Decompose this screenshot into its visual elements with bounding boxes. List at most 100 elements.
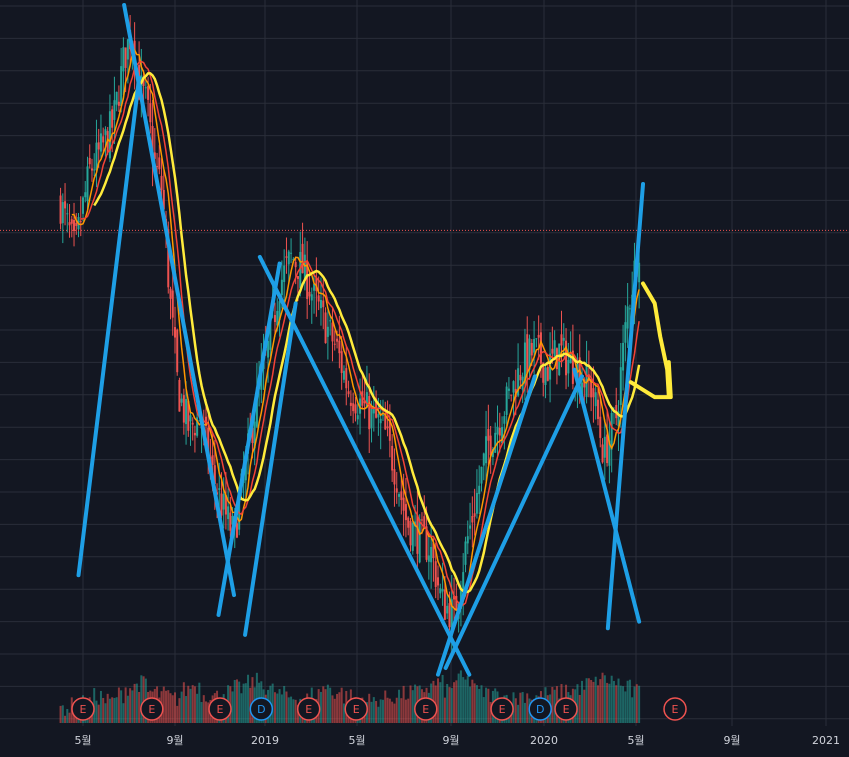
volume-bar <box>178 698 181 723</box>
candle-body <box>542 362 545 383</box>
volume-bar <box>193 686 196 723</box>
candle-body <box>187 400 190 431</box>
candle-body <box>222 494 225 510</box>
candle-body <box>423 516 426 529</box>
volume-bar <box>464 679 467 723</box>
volume-bar <box>296 704 299 723</box>
volume-bar <box>471 679 474 723</box>
x-tick-label: 9월 <box>723 734 740 747</box>
volume-bar <box>124 687 127 723</box>
volume-bar <box>165 690 168 723</box>
earnings-marker[interactable]: E <box>414 697 438 721</box>
earnings-marker[interactable]: E <box>71 697 95 721</box>
volume-bar <box>615 685 618 723</box>
volume-bar <box>61 705 64 723</box>
user-drawings[interactable] <box>76 3 673 677</box>
volume-bar <box>372 697 375 723</box>
volume-bar <box>411 690 414 723</box>
volume-bar <box>480 685 483 723</box>
candle-body <box>407 517 410 528</box>
trend-line[interactable] <box>436 374 537 677</box>
volume-bar <box>322 686 325 723</box>
earnings-marker[interactable]: E <box>140 697 164 721</box>
candle-body <box>342 370 345 380</box>
candle-body <box>296 276 299 279</box>
candle-body <box>176 329 179 373</box>
earnings-marker[interactable]: E <box>554 697 578 721</box>
candle-body <box>503 416 506 424</box>
volume-bar <box>167 690 170 723</box>
x-tick-label: 9월 <box>442 734 459 747</box>
volume-bar <box>517 704 520 723</box>
candle-body <box>185 399 188 425</box>
volume-bar <box>388 698 391 723</box>
candle-body <box>329 320 332 322</box>
candle-body <box>569 354 572 364</box>
trend-line[interactable] <box>443 374 585 670</box>
candle-body <box>601 444 604 463</box>
earnings-marker[interactable]: E <box>208 697 232 721</box>
candle-body <box>75 222 78 226</box>
trend-line[interactable] <box>122 3 237 598</box>
trend-line[interactable] <box>216 261 282 617</box>
volume-bar <box>594 676 597 723</box>
freehand-arrow-head[interactable] <box>628 360 673 400</box>
volume-bar <box>102 697 105 723</box>
candle-body <box>193 432 196 436</box>
candle-body <box>287 251 290 265</box>
candle-body <box>496 426 499 435</box>
candle-body <box>178 379 181 412</box>
volume-bar <box>247 674 250 723</box>
candle-body <box>198 420 201 422</box>
candle-body <box>551 348 554 354</box>
volume-bar <box>487 688 490 723</box>
candle-body <box>638 262 641 283</box>
candle-body <box>519 374 522 381</box>
candle-body <box>402 497 405 511</box>
event-label: E <box>148 703 155 716</box>
candle-body <box>473 513 476 517</box>
volume-bar <box>590 680 593 723</box>
volume-bar <box>255 672 258 723</box>
volume-bar <box>104 703 107 723</box>
trend-line[interactable] <box>76 75 142 578</box>
earnings-marker[interactable]: E <box>296 697 321 721</box>
candle-body <box>151 125 154 160</box>
volume-bar <box>111 697 114 723</box>
candle-body <box>420 519 423 521</box>
volume-bar <box>379 699 382 723</box>
candle-body <box>162 189 165 210</box>
earnings-marker[interactable]: E <box>344 697 368 721</box>
trend-line[interactable] <box>257 254 472 677</box>
candle-body <box>156 166 159 168</box>
candle-body <box>169 288 172 299</box>
dividend-marker[interactable]: D <box>249 697 274 721</box>
trend-line[interactable] <box>572 367 642 624</box>
volume-bar <box>117 687 120 723</box>
volume-bar <box>191 685 194 723</box>
candle-body <box>102 136 105 143</box>
candle-body <box>347 391 350 394</box>
trend-line[interactable] <box>243 301 298 637</box>
dividend-marker[interactable]: D <box>528 697 552 721</box>
candle-body <box>345 368 348 389</box>
volume-bar <box>131 690 134 723</box>
candle-body <box>432 542 435 559</box>
volume-bar <box>59 705 62 723</box>
trend-line[interactable] <box>605 182 646 631</box>
earnings-marker[interactable]: E <box>490 697 514 721</box>
candle-body <box>443 589 446 620</box>
candle-body <box>594 392 597 407</box>
candle-body <box>475 492 478 514</box>
earnings-marker-circle <box>663 697 687 721</box>
candle-body <box>90 168 93 171</box>
volume-bar <box>176 705 179 723</box>
volume-bar <box>294 699 297 723</box>
volume-bar <box>185 696 188 723</box>
candle-body <box>255 387 258 427</box>
candle-body <box>528 338 531 370</box>
volume-bar <box>619 685 622 723</box>
earnings-marker[interactable]: E <box>663 697 687 721</box>
